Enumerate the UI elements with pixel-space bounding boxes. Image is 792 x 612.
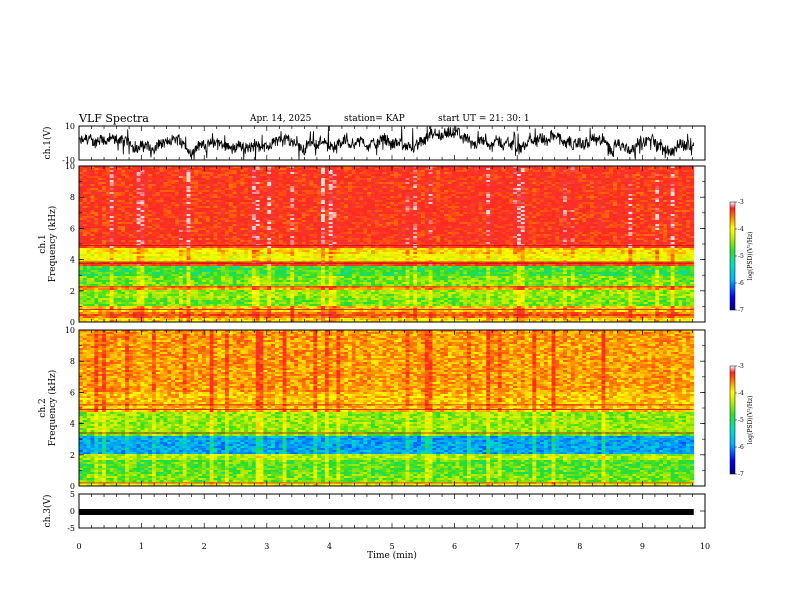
vlf-figure: -3-4-5-6-7log(PSD)(V²/Hz)-3-4-5-6-7log(P… xyxy=(0,0,792,612)
ch1-spectrogram-cells xyxy=(79,166,694,322)
